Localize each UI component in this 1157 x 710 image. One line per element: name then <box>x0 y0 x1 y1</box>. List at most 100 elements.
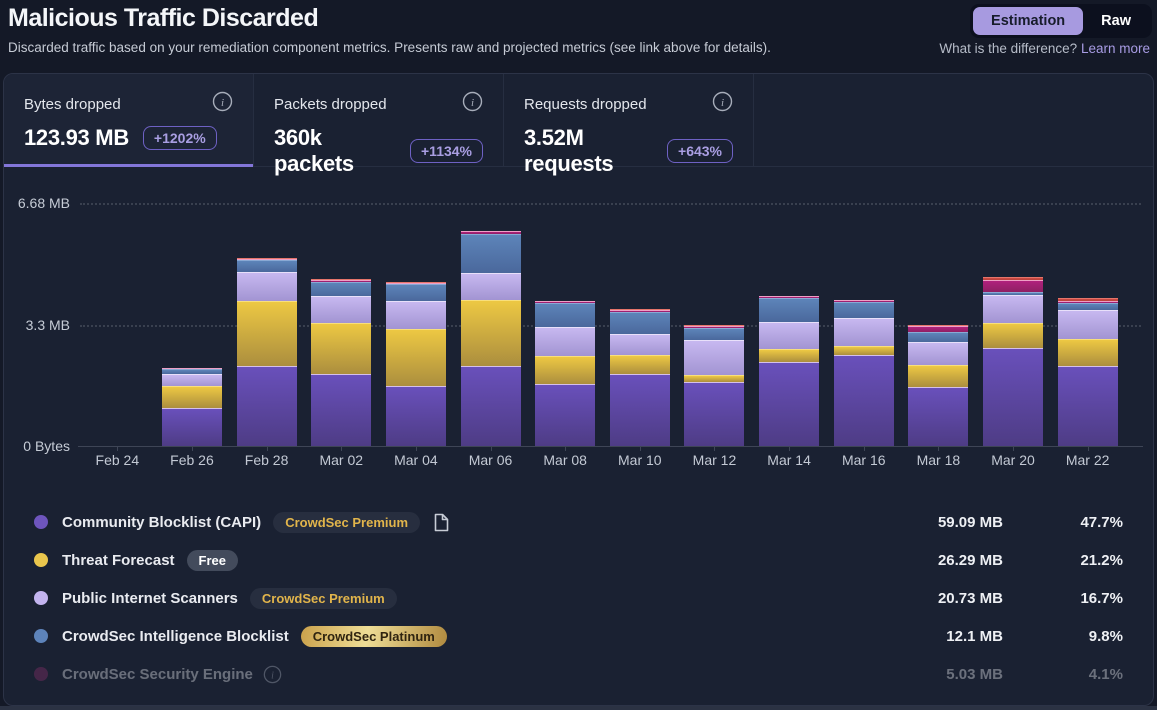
bar-mar-16[interactable] <box>826 181 901 451</box>
legend-row-community-blocklist-capi-[interactable]: Community Blocklist (CAPI) CrowdSec Premi… <box>4 503 1153 541</box>
plan-badge: Free <box>186 549 239 571</box>
legend-row-crowdsec-intelligence-blocklist[interactable]: CrowdSec Intelligence Blocklist CrowdSec … <box>4 617 1153 655</box>
y-axis-label-top: 6.68 MB <box>17 195 70 211</box>
series-value: 12.1 MB <box>946 627 1003 645</box>
bar-segment-crowdsec-intelligence-blocklist <box>236 260 297 272</box>
series-color-dot <box>34 629 48 643</box>
bar-segment-public-internet-scanners <box>684 340 745 375</box>
series-percent: 9.8% <box>1088 627 1123 645</box>
bar-segment-public-internet-scanners <box>983 295 1043 323</box>
tab-label: Packets dropped <box>274 95 387 113</box>
bar-segment-community-blocklist-capi <box>908 387 969 446</box>
series-name: CrowdSec Intelligence Blocklist <box>62 627 289 645</box>
bar-segment-unlabeled-red <box>684 325 745 326</box>
bar-mar-22[interactable] <box>1050 181 1125 451</box>
svg-text:i: i <box>471 97 474 109</box>
difference-question: What is the difference? Learn more <box>939 41 1150 56</box>
bar-segment-community-blocklist-capi <box>535 384 596 446</box>
document-icon[interactable] <box>434 513 449 532</box>
bar-mar-02[interactable] <box>304 181 379 451</box>
series-name: Public Internet Scanners <box>62 589 238 607</box>
bar-segment-crowdsec-intelligence-blocklist <box>311 282 372 296</box>
bar-segment-crowdsec-security-engine <box>385 283 446 284</box>
series-color-dot <box>34 667 48 681</box>
x-tick-label: Mar 06 <box>468 452 513 468</box>
raw-toggle-button[interactable]: Raw <box>1083 7 1149 35</box>
bar-segment-public-internet-scanners <box>236 272 297 301</box>
bar-segment-crowdsec-security-engine <box>161 368 222 369</box>
bar-segment-threat-forecast <box>460 300 521 366</box>
svg-text:i: i <box>271 670 274 681</box>
bar-feb-28[interactable] <box>229 181 304 451</box>
bar-segment-crowdsec-security-engine <box>759 296 820 298</box>
info-icon[interactable]: i <box>712 91 733 117</box>
bar-mar-18[interactable] <box>901 181 976 451</box>
bar-segment-community-blocklist-capi <box>460 366 521 446</box>
series-color-dot <box>34 515 48 529</box>
bar-segment-crowdsec-security-engine <box>609 310 670 312</box>
series-percent: 47.7% <box>1080 513 1123 531</box>
bar-segment-community-blocklist-capi <box>759 362 820 446</box>
legend-row-public-internet-scanners[interactable]: Public Internet Scanners CrowdSec Premium… <box>4 579 1153 617</box>
bar-mar-10[interactable] <box>602 181 677 451</box>
series-value: 26.29 MB <box>937 551 1003 569</box>
bar-segment-crowdsec-intelligence-blocklist <box>684 328 745 340</box>
bar-segment-crowdsec-security-engine <box>311 280 372 282</box>
x-tick-label: Feb 26 <box>170 452 214 468</box>
bar-segment-public-internet-scanners <box>385 301 446 329</box>
series-name: Threat Forecast <box>62 551 175 569</box>
estimation-toggle-button[interactable]: Estimation <box>973 7 1084 35</box>
series-value: 20.73 MB <box>937 589 1003 607</box>
bar-segment-community-blocklist-capi <box>609 374 670 446</box>
plan-badge: CrowdSec Premium <box>273 511 421 533</box>
bar-segment-public-internet-scanners <box>908 342 969 365</box>
bar-segment-crowdsec-intelligence-blocklist <box>1057 303 1118 310</box>
bar-mar-08[interactable] <box>528 181 603 451</box>
legend-row-threat-forecast[interactable]: Threat Forecast Free 26.29 MB 21.2% <box>4 541 1153 579</box>
bar-segment-crowdsec-security-engine <box>684 326 745 328</box>
x-tick-label: Mar 16 <box>841 452 886 468</box>
bar-feb-26[interactable] <box>155 181 230 451</box>
bar-segment-unlabeled-red <box>609 309 670 310</box>
info-icon[interactable]: i <box>263 665 282 684</box>
bar-segment-community-blocklist-capi <box>385 386 446 446</box>
gridline-668mb <box>80 203 1141 205</box>
bar-segment-crowdsec-security-engine <box>535 301 596 303</box>
tab-requests-dropped[interactable]: Requests dropped i 3.52M requests +643% <box>504 74 754 176</box>
bar-segment-threat-forecast <box>236 301 297 366</box>
x-tick-label: Feb 24 <box>95 452 140 468</box>
bar-mar-12[interactable] <box>677 181 752 451</box>
bar-mar-06[interactable] <box>453 181 528 451</box>
bar-mar-14[interactable] <box>752 181 827 451</box>
bar-segment-public-internet-scanners <box>609 334 670 355</box>
bar-segment-crowdsec-intelligence-blocklist <box>908 332 969 342</box>
bar-segment-crowdsec-security-engine <box>1057 301 1118 303</box>
series-color-dot <box>34 591 48 605</box>
tab-value: 123.93 MB <box>24 125 129 150</box>
info-icon[interactable]: i <box>212 91 233 117</box>
tab-packets-dropped[interactable]: Packets dropped i 360k packets +1134% <box>254 74 504 176</box>
bar-segment-community-blocklist-capi <box>684 382 745 446</box>
x-tick-label: Mar 18 <box>916 452 961 468</box>
bar-segment-public-internet-scanners <box>833 318 894 346</box>
bar-mar-20[interactable] <box>976 181 1051 451</box>
bar-segment-crowdsec-security-engine <box>908 326 969 332</box>
bar-segment-unlabeled-red <box>236 258 297 259</box>
page-header: Malicious Traffic Discarded Discarded tr… <box>0 0 1157 73</box>
info-icon[interactable]: i <box>462 91 483 117</box>
bar-segment-threat-forecast <box>908 365 969 387</box>
delta-badge: +643% <box>667 139 733 163</box>
svg-text:i: i <box>721 97 724 109</box>
series-name: CrowdSec Security Engine <box>62 665 253 683</box>
learn-more-link[interactable]: Learn more <box>1080 41 1150 56</box>
legend-row-crowdsec-security-engine[interactable]: CrowdSec Security Engine i 5.03 MB 4.1% <box>4 655 1153 693</box>
y-axis-label-zero: 0 Bytes <box>23 438 70 454</box>
metrics-card: Bytes dropped i 123.93 MB +1202% Packets… <box>3 73 1154 706</box>
bar-segment-crowdsec-security-engine <box>236 259 297 260</box>
difference-question-text: What is the difference? <box>939 41 1078 56</box>
tab-bytes-dropped[interactable]: Bytes dropped i 123.93 MB +1202% <box>4 74 254 167</box>
bar-mar-04[interactable] <box>379 181 454 451</box>
bar-segment-threat-forecast <box>759 349 820 362</box>
bar-segment-community-blocklist-capi <box>983 348 1043 446</box>
series-value: 59.09 MB <box>937 513 1003 531</box>
